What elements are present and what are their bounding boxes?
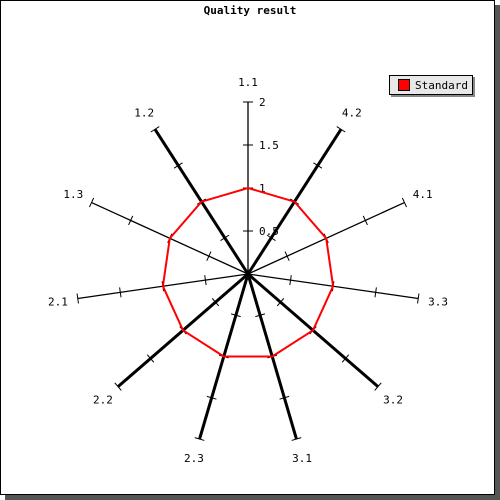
axis-tick-3.1 [291, 437, 302, 441]
axis-tick-3.2 [276, 298, 285, 307]
axis-tick-2.1 [76, 293, 79, 304]
axis-tick-2.1 [119, 287, 122, 298]
category-label-2.3: 2.3 [184, 452, 204, 465]
axis-tick-1.3 [128, 215, 134, 226]
axis-tick-1.2 [150, 126, 160, 133]
tick-label: 1 [259, 182, 266, 195]
axis-tick-2.3 [230, 313, 241, 318]
axis-tick-3.3 [289, 275, 292, 286]
category-label-1.2: 1.2 [134, 106, 154, 119]
axis-tick-2.3 [194, 437, 205, 441]
legend-label-standard: Standard [415, 78, 468, 92]
tick-label: 2 [259, 96, 266, 109]
axis-tick-3.3 [374, 287, 377, 298]
axis-tick-2.1 [204, 275, 207, 286]
category-label-3.3: 3.3 [428, 295, 448, 308]
axis-tick-3.2 [341, 354, 350, 363]
axis-tick-4.1 [362, 215, 368, 226]
category-label-1.1: 1.1 [238, 76, 258, 89]
axis-tick-4.2 [266, 234, 276, 241]
category-label-2.2: 2.2 [93, 394, 113, 407]
axis-tick-1.2 [220, 234, 230, 241]
axis-tick-3.1 [279, 395, 290, 400]
axis-tick-1.3 [206, 251, 212, 261]
legend: Standard [389, 75, 473, 95]
axis-tick-3.3 [417, 293, 420, 304]
axis-tick-4.2 [313, 162, 323, 169]
series-standard [161, 186, 335, 358]
chart-title: Quality result [203, 4, 297, 17]
axis-tick-4.1 [284, 251, 290, 261]
category-label-4.1: 4.1 [413, 188, 433, 201]
legend-swatch-standard [398, 79, 410, 91]
category-label-3.2: 3.2 [383, 394, 403, 407]
axis-tick-2.3 [206, 395, 217, 400]
category-label-3.1: 3.1 [292, 452, 312, 465]
axis-tick-4.1 [401, 197, 407, 208]
axis-tick-3.2 [374, 382, 382, 391]
axis-tick-2.2 [114, 382, 122, 391]
axis-tick-2.2 [211, 298, 220, 307]
axis-tick-1.2 [173, 162, 183, 169]
tick-label: 0.5 [259, 225, 279, 238]
axis-tick-4.2 [336, 126, 346, 133]
category-label-2.1: 2.1 [48, 295, 68, 308]
tick-label: 1.5 [259, 139, 279, 152]
axis-tick-1.3 [89, 197, 95, 208]
axis-tick-3.1 [255, 313, 266, 318]
category-label-1.3: 1.3 [63, 188, 83, 201]
axis-tick-2.2 [146, 354, 155, 363]
category-label-4.2: 4.2 [342, 106, 362, 119]
